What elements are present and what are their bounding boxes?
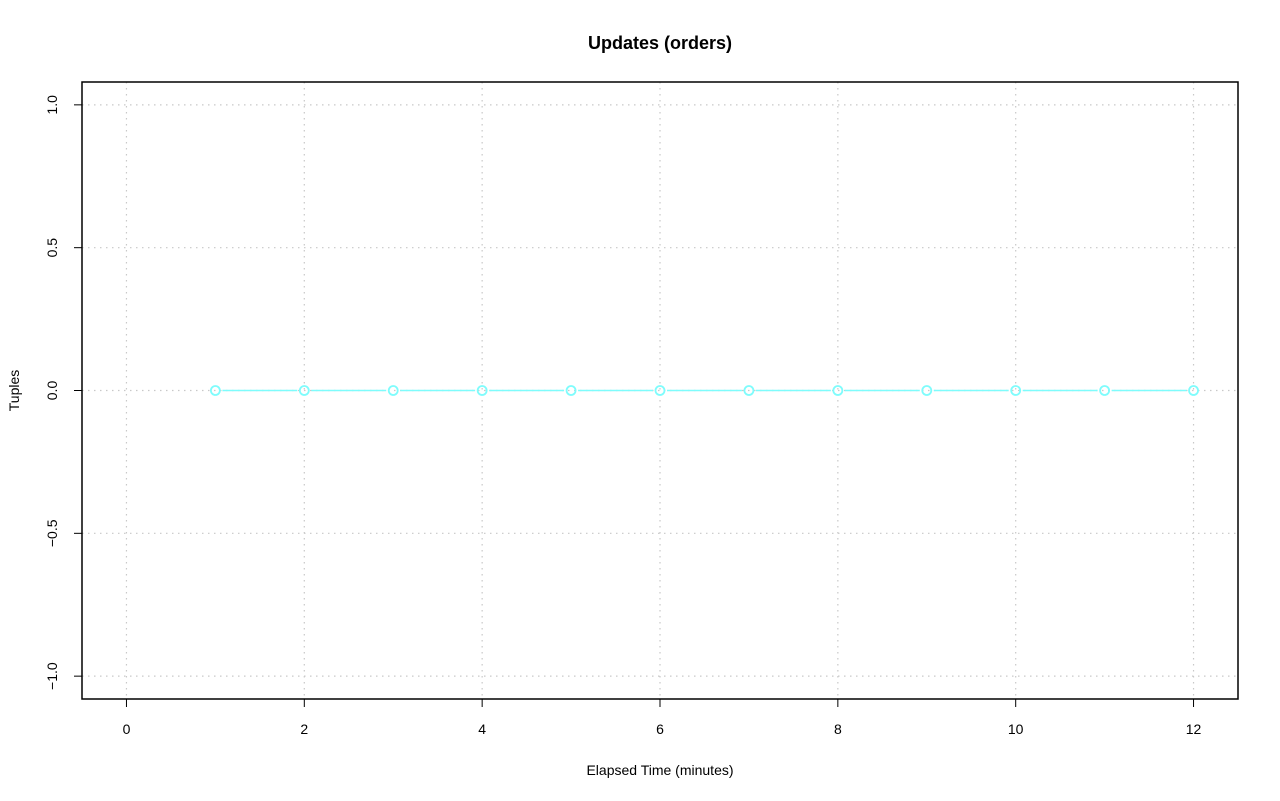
x-tick-label: 2 — [300, 721, 308, 737]
y-tick-label: 1.0 — [44, 95, 60, 115]
data-point — [298, 385, 310, 396]
chart-title: Updates (orders) — [588, 33, 732, 53]
x-tick-label: 10 — [1008, 721, 1024, 737]
y-tick-label: −0.5 — [44, 519, 60, 547]
data-point — [387, 385, 399, 396]
data-point — [832, 385, 844, 396]
x-tick-label: 8 — [834, 721, 842, 737]
x-tick-label: 12 — [1186, 721, 1202, 737]
data-point — [743, 385, 755, 396]
y-tick-label: 0.0 — [44, 381, 60, 401]
data-point — [209, 385, 221, 396]
data-point — [654, 385, 666, 396]
data-point — [476, 385, 488, 396]
data-point — [565, 385, 577, 396]
x-axis-label: Elapsed Time (minutes) — [586, 762, 733, 778]
axes: 0 2 4 6 8 10 12 −1.0 −0.5 0.0 0.5 1.0 — [44, 95, 1202, 737]
y-tick-label: −1.0 — [44, 662, 60, 690]
data-point — [1010, 385, 1022, 396]
data-point — [1188, 385, 1199, 396]
data-point — [921, 385, 933, 396]
data-point — [1099, 385, 1111, 396]
x-tick-label: 4 — [478, 721, 486, 737]
x-tick-label: 0 — [123, 721, 131, 737]
x-tick-label: 6 — [656, 721, 664, 737]
series — [209, 385, 1199, 396]
y-axis-label: Tuples — [6, 370, 22, 412]
y-tick-label: 0.5 — [44, 238, 60, 258]
